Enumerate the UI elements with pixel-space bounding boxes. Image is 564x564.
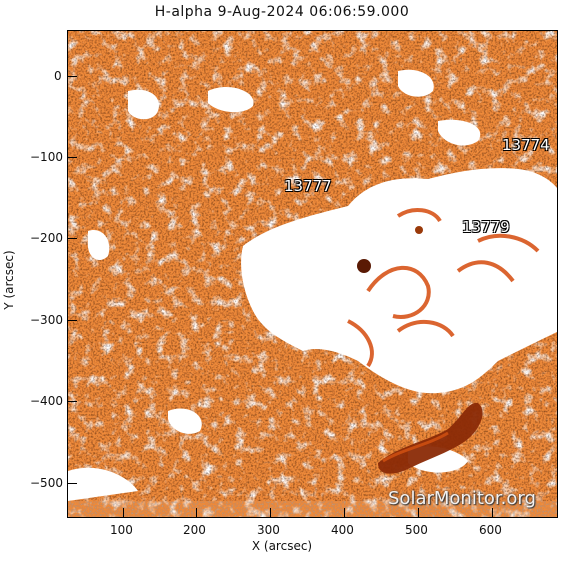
y-tick [67, 157, 77, 158]
h-alpha-image [68, 31, 557, 517]
x-tick [123, 508, 124, 518]
y-tick [67, 238, 77, 239]
plage-region [68, 69, 557, 501]
y-tick-label: −200 [30, 231, 63, 245]
flare-ribbon [378, 402, 483, 474]
y-tick [67, 320, 77, 321]
sunspot [357, 259, 371, 273]
y-tick-label: −100 [30, 150, 63, 164]
y-tick [67, 76, 77, 77]
x-tick-label: 400 [331, 523, 354, 537]
region-label: 13777 [284, 177, 332, 195]
y-tick-label: 0 [54, 69, 62, 83]
region-label: 13774 [502, 136, 550, 154]
x-tick [492, 508, 493, 518]
y-tick [67, 401, 77, 402]
x-tick-label: 100 [110, 523, 133, 537]
x-tick-label: 500 [405, 523, 428, 537]
x-tick-label: 600 [479, 523, 502, 537]
x-tick [196, 508, 197, 518]
y-tick-label: −400 [30, 394, 63, 408]
y-axis-label: Y (arcsec) [2, 250, 16, 310]
image-bottom-band [68, 501, 557, 517]
figure-title: H-alpha 9-Aug-2024 06:06:59.000 [154, 4, 410, 20]
watermark: SolarMonitor.org [388, 488, 536, 509]
x-tick-label: 300 [257, 523, 280, 537]
small-dark-spot [415, 226, 423, 234]
y-tick [67, 483, 77, 484]
x-tick-label: 200 [183, 523, 206, 537]
x-tick [418, 508, 419, 518]
x-tick [344, 508, 345, 518]
y-tick-label: −300 [30, 313, 63, 327]
region-label: 13779 [462, 218, 510, 236]
x-axis-label: X (arcsec) [251, 539, 313, 553]
dark-loops [347, 208, 540, 368]
y-tick-label: −500 [30, 476, 63, 490]
solar-image-frame [67, 30, 558, 518]
x-tick [270, 508, 271, 518]
